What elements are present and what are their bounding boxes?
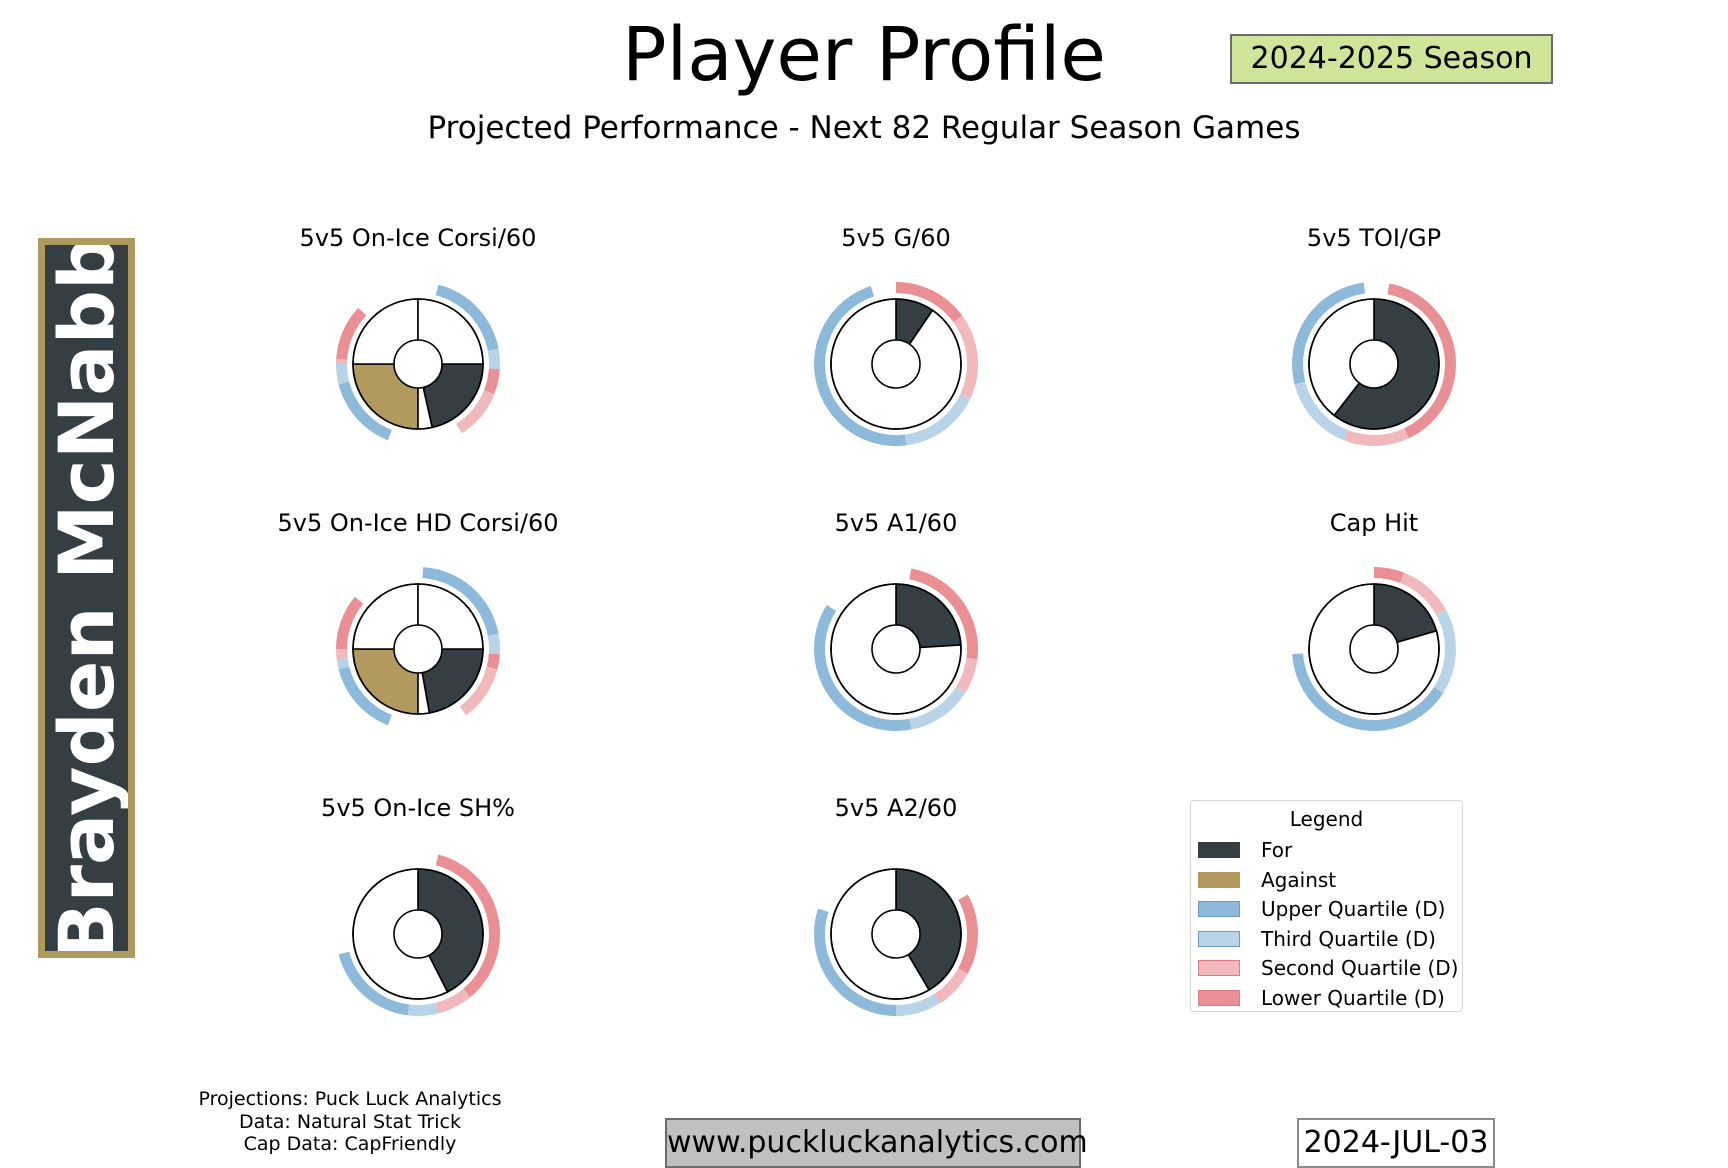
quartile-band-third — [896, 993, 940, 1016]
quartile-band-upper — [814, 286, 907, 446]
pie-outline — [352, 868, 484, 1000]
pie-outline — [830, 298, 962, 430]
donut-hole — [393, 339, 443, 389]
donut-hole — [871, 909, 921, 959]
date-stamp: 2024-JUL-03 — [1297, 1118, 1495, 1168]
quartile-band-lower — [958, 894, 978, 974]
pie-outline — [830, 583, 962, 715]
legend: Legend For Against Upper Quartile (D) Th… — [1190, 800, 1463, 1012]
donut-hole — [1349, 624, 1399, 674]
donut-hole — [393, 624, 443, 674]
quartile-band-second — [955, 657, 978, 693]
quartile-band-third — [407, 1002, 439, 1016]
quartile-band-lower — [896, 282, 963, 323]
quartile-band-upper — [435, 284, 499, 351]
chart-5v5-g-60: 5v5 G/60 — [814, 224, 978, 446]
pie-outline — [352, 583, 484, 715]
legend-swatch-third-quartile — [1198, 930, 1240, 947]
data-credits: Projections: Puck Luck Analytics Data: N… — [160, 1088, 540, 1156]
legend-label-lower-quartile: Lower Quartile (D) — [1261, 985, 1445, 1010]
donut-hole — [871, 624, 921, 674]
chart-5v5-a1-60: 5v5 A1/60 — [814, 509, 978, 731]
legend-swatch-upper-quartile — [1198, 901, 1240, 917]
quartile-band-lower — [435, 854, 500, 998]
legend-label-second-quartile: Second Quartile (D) — [1261, 956, 1459, 980]
page-subtitle: Projected Performance - Next 82 Regular … — [427, 110, 1301, 146]
quartile-band-lower — [1374, 567, 1405, 583]
chart-5v5-a2-60: 5v5 A2/60 — [814, 794, 978, 1016]
quartile-band-upper — [422, 567, 499, 636]
quartile-band-lower — [909, 568, 978, 660]
quartile-band-lower — [484, 368, 500, 395]
quartile-band-third — [1433, 609, 1456, 693]
quartile-band-upper — [1292, 282, 1366, 385]
quartile-band-second — [456, 390, 495, 434]
credit-projections: Projections: Puck Luck Analytics — [198, 1088, 502, 1110]
quartile-band-lower — [336, 307, 367, 360]
quartile-band-upper — [338, 951, 410, 1016]
chart-title: 5v5 A1/60 — [835, 509, 958, 537]
legend-swatch-for — [1198, 842, 1240, 858]
quartile-band-second — [336, 649, 348, 660]
legend-swatch-lower-quartile — [1198, 989, 1240, 1006]
chart-title: Cap Hit — [1330, 509, 1418, 537]
pie-outline — [352, 298, 484, 430]
chart-title: 5v5 TOI/GP — [1307, 224, 1441, 252]
pie-outline — [1308, 583, 1440, 715]
quartile-band-lower — [486, 653, 500, 670]
quartile-band-upper — [338, 666, 392, 726]
player-name-banner: Brayden McNabb — [38, 238, 135, 958]
quartile-band-third — [336, 657, 350, 670]
quartile-band-lower — [1387, 283, 1456, 439]
website-link[interactable]: www.puckluckanalytics.com — [665, 1118, 1088, 1168]
quartile-band-third — [487, 348, 500, 370]
quartile-band-upper — [814, 908, 896, 1016]
chart-5v5-on-ice-hd-corsi-60: 5v5 On-Ice HD Corsi/60 — [277, 509, 559, 726]
quartile-band-second — [934, 968, 968, 1004]
donut-hole — [871, 339, 921, 389]
chart-5v5-on-ice-sh: 5v5 On-Ice SH% — [321, 794, 515, 1016]
chart-5v5-toi-gp: 5v5 TOI/GP — [1292, 224, 1456, 446]
credit-data: Data: Natural Stat Trick — [239, 1110, 461, 1133]
pie-outline — [1308, 298, 1440, 430]
chart-title: 5v5 G/60 — [841, 224, 951, 252]
quartile-band-third — [1294, 381, 1348, 441]
quartile-band-second — [435, 988, 471, 1014]
chart-title: 5v5 A2/60 — [835, 794, 958, 822]
quartile-band-upper — [1292, 653, 1444, 731]
quartile-band-upper — [338, 381, 392, 441]
chart-cap-hit: Cap Hit — [1292, 509, 1456, 731]
chart-5v5-on-ice-corsi-60: 5v5 On-Ice Corsi/60 — [300, 224, 537, 441]
quartile-band-second — [459, 666, 498, 716]
quartile-band-third — [909, 687, 966, 730]
donut-hole — [393, 909, 443, 959]
legend-label-upper-quartile: Upper Quartile (D) — [1261, 897, 1446, 921]
chart-title: 5v5 On-Ice HD Corsi/60 — [277, 509, 558, 537]
chart-title: 5v5 On-Ice SH% — [321, 794, 515, 822]
page-title: Player Profile — [622, 12, 1106, 98]
quartile-band-second — [1343, 428, 1409, 446]
quartile-band-second — [953, 315, 978, 399]
quartile-band-third — [904, 394, 971, 446]
legend-label-third-quartile: Third Quartile (D) — [1261, 926, 1436, 951]
quartile-band-upper — [814, 605, 912, 731]
quartile-band-second — [336, 358, 348, 364]
chart-title: 5v5 On-Ice Corsi/60 — [300, 224, 537, 252]
quartile-band-third — [487, 633, 500, 655]
legend-swatch-second-quartile — [1198, 960, 1240, 976]
legend-label-against: Against — [1261, 867, 1337, 892]
legend-swatch-against — [1198, 871, 1240, 888]
donut-hole — [1349, 339, 1399, 389]
legend-label-for: For — [1261, 838, 1293, 862]
quartile-band-third — [336, 364, 350, 385]
quartile-band-lower — [336, 596, 364, 649]
legend-title: Legend — [1289, 807, 1364, 831]
season-badge: 2024-2025 Season — [1230, 34, 1553, 84]
quartile-band-second — [1400, 572, 1446, 615]
credit-cap-data: Cap Data: CapFriendly — [243, 1133, 457, 1155]
pie-outline — [830, 868, 962, 1000]
